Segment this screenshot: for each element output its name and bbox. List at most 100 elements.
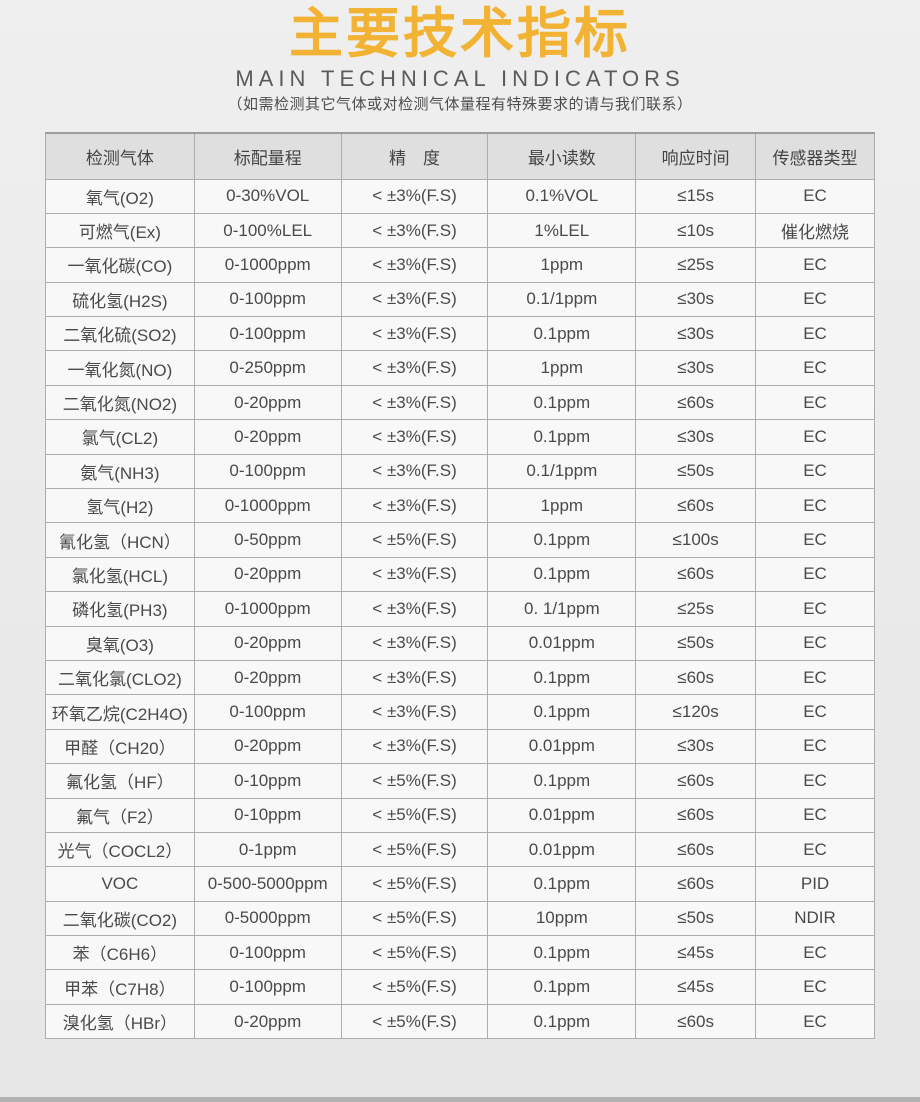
gas-cell: 二氧化氯(CLO2) [45, 659, 195, 696]
sensor-cell: EC [755, 831, 875, 868]
precision-cell: < ±3%(F.S) [340, 178, 489, 214]
min_reading-cell: 0.1ppm [487, 1003, 637, 1040]
sensor-cell: EC [755, 591, 875, 627]
range-cell: 0-1000ppm [193, 247, 342, 283]
precision-cell: < ±5%(F.S) [340, 935, 489, 971]
gas-cell: 臭氧(O3) [45, 625, 195, 661]
sensor-cell: EC [755, 556, 875, 593]
response_time-cell: ≤120s [635, 694, 757, 730]
precision-cell: < ±3%(F.S) [340, 247, 489, 283]
precision-cell: < ±3%(F.S) [340, 556, 489, 593]
sensor-cell: EC [755, 625, 875, 661]
gas-cell: 一氧化碳(CO) [45, 247, 195, 283]
table-row: 光气（COCL2） 0-1ppm < ±5%(F.S) 0.01ppm ≤60s EC [45, 831, 875, 868]
sensor-cell: EC [755, 350, 875, 386]
table-row: 氯气(CL2) 0-20ppm < ±3%(F.S) 0.1ppm ≤30s EC [45, 419, 875, 455]
range-cell: 0-20ppm [193, 728, 342, 765]
range-cell: 0-20ppm [193, 659, 342, 696]
sensor-cell: EC [755, 728, 875, 765]
page-subtitle: MAIN TECHNICAL INDICATORS [235, 66, 685, 91]
gas-cell: 环氧乙烷(C2H4O) [45, 694, 195, 730]
precision-cell: < ±3%(F.S) [340, 659, 489, 696]
min_reading-cell: 0.01ppm [487, 831, 637, 868]
min_reading-cell: 10ppm [487, 900, 637, 937]
sensor-cell: EC [755, 419, 875, 455]
min_reading-cell: 1%LEL [487, 212, 637, 249]
response_time-cell: ≤30s [635, 728, 757, 765]
response_time-cell: ≤60s [635, 384, 757, 421]
table-row: 氟化氢（HF） 0-10ppm < ±5%(F.S) 0.1ppm ≤60s EC [45, 763, 875, 799]
table-row: 甲醛（CH20） 0-20ppm < ±3%(F.S) 0.01ppm ≤30s EC [45, 728, 875, 765]
range-cell: 0-20ppm [193, 1003, 342, 1040]
gas-cell: 二氧化碳(CO2) [45, 900, 195, 937]
gas-cell: 溴化氢（HBr） [45, 1003, 195, 1040]
response_time-cell: ≤60s [635, 1003, 757, 1040]
response_time-cell: ≤60s [635, 488, 757, 524]
page-title: 主要技术指标 [289, 4, 631, 64]
min_reading-cell: 1ppm [487, 488, 637, 524]
sensor-cell: EC [755, 247, 875, 283]
min_reading-cell: 0.1ppm [487, 866, 637, 902]
table-row: 一氧化氮(NO) 0-250ppm < ±3%(F.S) 1ppm ≤30s EC [45, 350, 875, 386]
response_time-cell: ≤30s [635, 419, 757, 455]
sensor-cell: EC [755, 488, 875, 524]
table-row: 二氧化氮(NO2) 0-20ppm < ±3%(F.S) 0.1ppm ≤60s EC [45, 384, 875, 421]
range-cell: 0-1000ppm [193, 488, 342, 524]
gas-cell: 氨气(NH3) [45, 453, 195, 490]
sensor-cell: EC [755, 969, 875, 1005]
table-row: 甲苯（C7H8） 0-100ppm < ±5%(F.S) 0.1ppm ≤45s EC [45, 969, 875, 1005]
table-row: 二氧化氯(CLO2) 0-20ppm < ±3%(F.S) 0.1ppm ≤60s EC [45, 659, 875, 696]
min_reading-cell: 0.01ppm [487, 797, 637, 833]
bottom-divider-bar [0, 1097, 920, 1102]
precision-cell: < ±5%(F.S) [340, 866, 489, 902]
sensor-cell: EC [755, 178, 875, 214]
table-row: 氯化氢(HCL) 0-20ppm < ±3%(F.S) 0.1ppm ≤60s EC [45, 556, 875, 593]
gas-cell: 二氧化氮(NO2) [45, 384, 195, 421]
response_time-cell: ≤10s [635, 212, 757, 249]
column-header: 检测气体 [45, 132, 195, 180]
range-cell: 0-100ppm [193, 453, 342, 490]
page-header: 主要技术指标 MAIN TECHNICAL INDICATORS （如需检测其它… [0, 0, 920, 115]
range-cell: 0-5000ppm [193, 900, 342, 937]
range-cell: 0-50ppm [193, 522, 342, 558]
response_time-cell: ≤60s [635, 763, 757, 799]
min_reading-cell: 0.1ppm [487, 969, 637, 1005]
table-header-row: 检测气体 标配量程精 度最小读数 响应时间 传感器类型 [45, 132, 875, 180]
column-header: 响应时间 [635, 132, 757, 180]
table-row: 氨气(NH3) 0-100ppm < ±3%(F.S) 0.1/1ppm ≤50s EC [45, 453, 875, 490]
range-cell: 0-100ppm [193, 694, 342, 730]
response_time-cell: ≤45s [635, 935, 757, 971]
min_reading-cell: 0.1ppm [487, 556, 637, 593]
gas-cell: 氯化氢(HCL) [45, 556, 195, 593]
response_time-cell: ≤100s [635, 522, 757, 558]
min_reading-cell: 0.1ppm [487, 935, 637, 971]
range-cell: 0-500-5000ppm [193, 866, 342, 902]
sensor-cell: EC [755, 797, 875, 833]
min_reading-cell: 0.1ppm [487, 763, 637, 799]
response_time-cell: ≤60s [635, 556, 757, 593]
precision-cell: < ±3%(F.S) [340, 694, 489, 730]
precision-cell: < ±3%(F.S) [340, 728, 489, 765]
gas-cell: 氧气(O2) [45, 178, 195, 214]
sensor-cell: EC [755, 453, 875, 490]
response_time-cell: ≤60s [635, 866, 757, 902]
sensor-cell: EC [755, 316, 875, 352]
response_time-cell: ≤60s [635, 797, 757, 833]
table-row: 溴化氢（HBr） 0-20ppm < ±5%(F.S) 0.1ppm ≤60s EC [45, 1003, 875, 1040]
sensor-cell: EC [755, 1003, 875, 1040]
min_reading-cell: 0.1%VOL [487, 178, 637, 214]
table-row: 二氧化硫(SO2) 0-100ppm < ±3%(F.S) 0.1ppm ≤30s EC [45, 316, 875, 352]
sensor-cell: EC [755, 763, 875, 799]
precision-cell: < ±5%(F.S) [340, 797, 489, 833]
table-row: 臭氧(O3) 0-20ppm < ±3%(F.S) 0.01ppm ≤50s EC [45, 625, 875, 661]
precision-cell: < ±3%(F.S) [340, 384, 489, 421]
range-cell: 0-20ppm [193, 625, 342, 661]
response_time-cell: ≤30s [635, 281, 757, 318]
table-row: 氢气(H2) 0-1000ppm < ±3%(F.S) 1ppm ≤60s EC [45, 488, 875, 524]
min_reading-cell: 0.1/1ppm [487, 453, 637, 490]
column-header: 传感器类型 [755, 132, 875, 180]
response_time-cell: ≤30s [635, 350, 757, 386]
contact-note: （如需检测其它气体或对检测气体量程有特殊要求的请与我们联系） [227, 96, 693, 113]
min_reading-cell: 0.1ppm [487, 694, 637, 730]
sensor-cell: PID [755, 866, 875, 902]
